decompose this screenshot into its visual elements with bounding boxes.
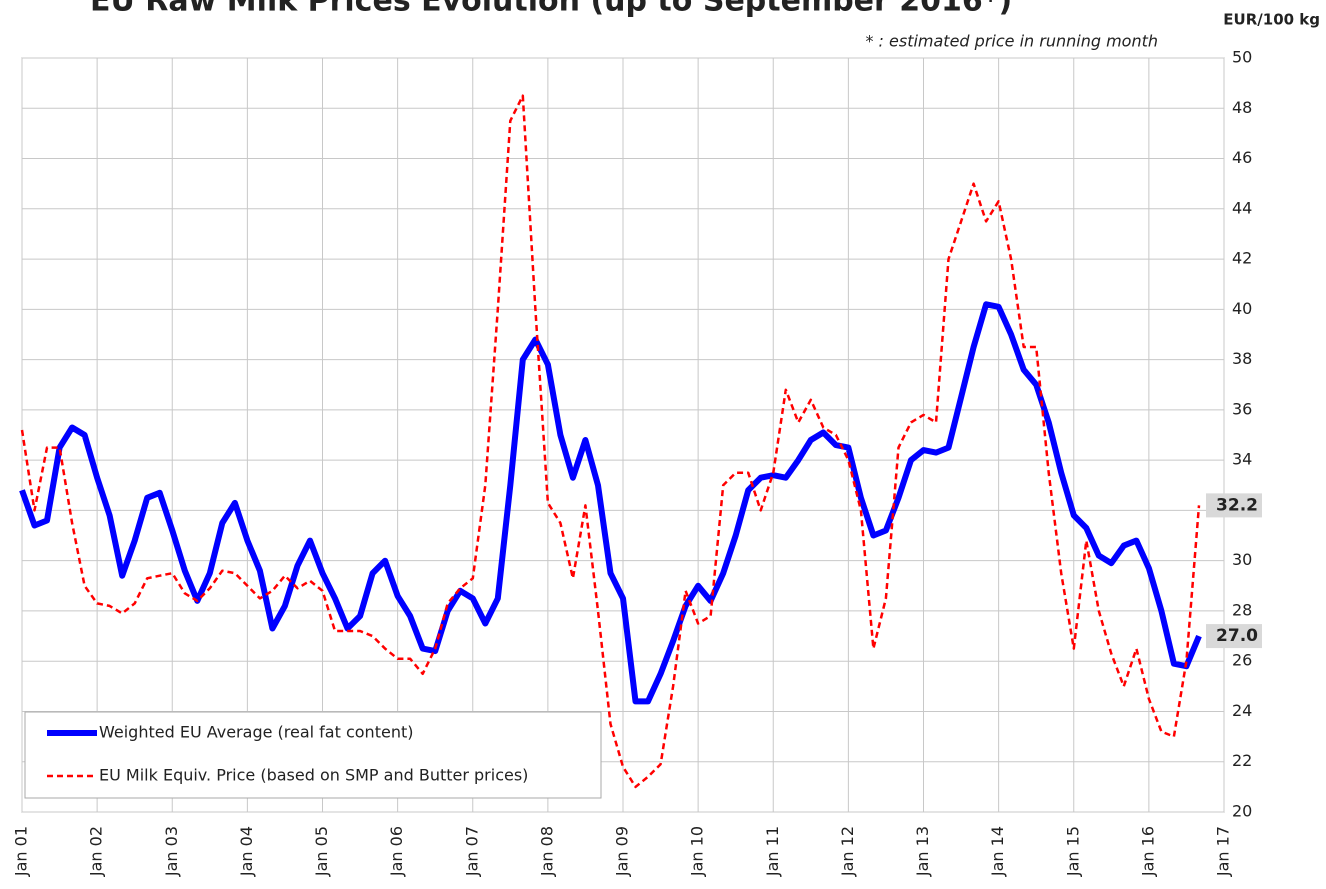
y-tick-label: 50 <box>1232 48 1252 67</box>
chart-title: EU Raw Milk Prices Evolution (up to Sept… <box>90 0 1012 19</box>
y-tick-label: 46 <box>1232 148 1252 167</box>
x-tick-label: Jan 14 <box>988 826 1007 877</box>
x-tick-label: Jan 04 <box>237 826 256 877</box>
y-tick-label: 36 <box>1232 399 1252 418</box>
y-tick-label: 48 <box>1232 98 1252 117</box>
y-tick-label: 22 <box>1232 751 1252 770</box>
y-tick-label: 38 <box>1232 349 1252 368</box>
x-tick-label: Jan 16 <box>1138 826 1157 877</box>
x-tick-label: Jan 15 <box>1063 826 1082 877</box>
y-tick-label: 20 <box>1232 802 1252 821</box>
value-label-box <box>1206 624 1262 649</box>
y-tick-label: 44 <box>1232 198 1252 217</box>
x-tick-label: Jan 11 <box>763 826 782 877</box>
x-tick-label: Jan 02 <box>87 826 106 877</box>
legend-box <box>24 711 602 799</box>
y-tick-label: 30 <box>1232 550 1252 569</box>
y-tick-label: 26 <box>1232 651 1252 670</box>
x-tick-label: Jan 07 <box>462 826 481 877</box>
value-label-box <box>1206 493 1262 518</box>
x-tick-label: Jan 10 <box>688 826 707 877</box>
x-tick-label: Jan 12 <box>838 826 857 877</box>
x-tick-label: Jan 17 <box>1214 826 1233 877</box>
y-tick-label: 34 <box>1232 450 1252 469</box>
x-tick-label: Jan 03 <box>162 826 181 877</box>
value-label: 32.2 <box>1216 495 1258 515</box>
y-tick-label: 24 <box>1232 701 1252 720</box>
subtitle: * : estimated price in running month <box>865 32 1158 51</box>
y-tick-label: 28 <box>1232 600 1252 619</box>
y-unit: EUR/100 kg <box>1223 11 1320 29</box>
legend-label: EU Milk Equiv. Price (based on SMP and B… <box>99 766 528 785</box>
series-line <box>19 301 1202 705</box>
y-tick-label: 40 <box>1232 299 1252 318</box>
legend-label: Weighted EU Average (real fat content) <box>99 723 413 742</box>
value-label: 27.0 <box>1216 626 1258 646</box>
x-tick-label: Jan 13 <box>913 826 932 877</box>
x-tick-label: Jan 08 <box>537 826 556 877</box>
y-tick-label: 42 <box>1232 249 1252 268</box>
series-line <box>20 94 1201 789</box>
x-tick-label: Jan 01 <box>12 826 31 877</box>
x-tick-label: Jan 06 <box>387 826 406 877</box>
x-tick-label: Jan 09 <box>613 826 632 877</box>
x-tick-label: Jan 05 <box>312 826 331 877</box>
